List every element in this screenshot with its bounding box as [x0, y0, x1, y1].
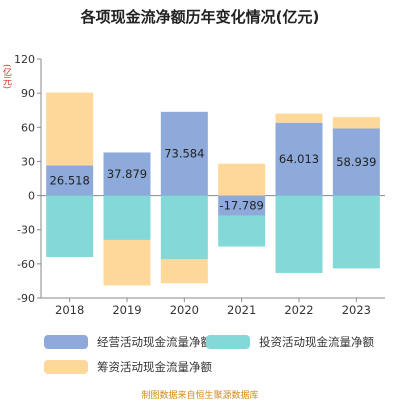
- bar-investing-2023[interactable]: [332, 195, 380, 269]
- bar-investing-2020[interactable]: [160, 195, 208, 260]
- bar-financing-2020[interactable]: [160, 259, 208, 284]
- bar-financing-2018[interactable]: [46, 92, 94, 166]
- data-labels: 26.518 37.879 73.584 -17.789 64.013 58.939: [50, 147, 377, 213]
- bar-financing-2022[interactable]: [275, 113, 323, 123]
- bar-operating-2019[interactable]: [103, 152, 151, 196]
- data-label-operating-2021: -17.789: [219, 199, 263, 213]
- bar-financing-2023[interactable]: [332, 117, 380, 129]
- x-tick-label: 2020: [170, 303, 199, 317]
- bar-operating-2023[interactable]: [332, 128, 380, 196]
- data-label-operating-2018: 26.518: [50, 173, 90, 187]
- bar-investing-2019[interactable]: [103, 195, 151, 240]
- y-tick-label: 120: [14, 53, 35, 66]
- x-tick-label: 2019: [112, 303, 141, 317]
- bar-investing-2022[interactable]: [275, 195, 323, 273]
- bar-series: [46, 92, 380, 286]
- bar-operating-2020[interactable]: [160, 111, 208, 196]
- chart-title: 各项现金流净额历年变化情况(亿元): [80, 8, 320, 26]
- y-tick-label: 60: [21, 121, 35, 134]
- data-label-operating-2022: 64.013: [279, 152, 319, 166]
- y-tick-label: -30: [17, 224, 35, 237]
- bar-financing-2019[interactable]: [103, 239, 151, 286]
- x-tick-label: 2021: [227, 303, 256, 317]
- bar-operating-2018[interactable]: [46, 165, 94, 196]
- data-label-operating-2019: 37.879: [107, 167, 147, 181]
- bar-investing-2018[interactable]: [46, 195, 94, 258]
- y-tick-label: 90: [21, 87, 35, 100]
- bar-operating-2021[interactable]: [218, 195, 266, 216]
- bar-investing-2021[interactable]: [218, 215, 266, 247]
- source-note: 制图数据来自恒生聚源数据库: [141, 391, 259, 401]
- y-tick-label: 0: [28, 190, 35, 203]
- x-tick-label: 2022: [284, 303, 313, 317]
- data-label-operating-2023: 58.939: [336, 155, 376, 169]
- x-axis: 2018 2019 2020 2021 2022 2023: [41, 195, 385, 317]
- y-tick-label: -60: [17, 258, 35, 271]
- x-tick-label: 2018: [55, 303, 84, 317]
- y-axis-unit-label: (亿元): [1, 64, 11, 90]
- x-tick-label: 2023: [342, 303, 371, 317]
- y-axis: -90 -60 -30 0 30 60 90 120: [14, 53, 42, 305]
- bar-operating-2022[interactable]: [275, 122, 323, 196]
- data-label-operating-2020: 73.584: [164, 147, 204, 161]
- y-tick-label: -90: [17, 292, 35, 305]
- bar-financing-2021[interactable]: [218, 163, 266, 196]
- y-tick-label: 30: [21, 155, 35, 168]
